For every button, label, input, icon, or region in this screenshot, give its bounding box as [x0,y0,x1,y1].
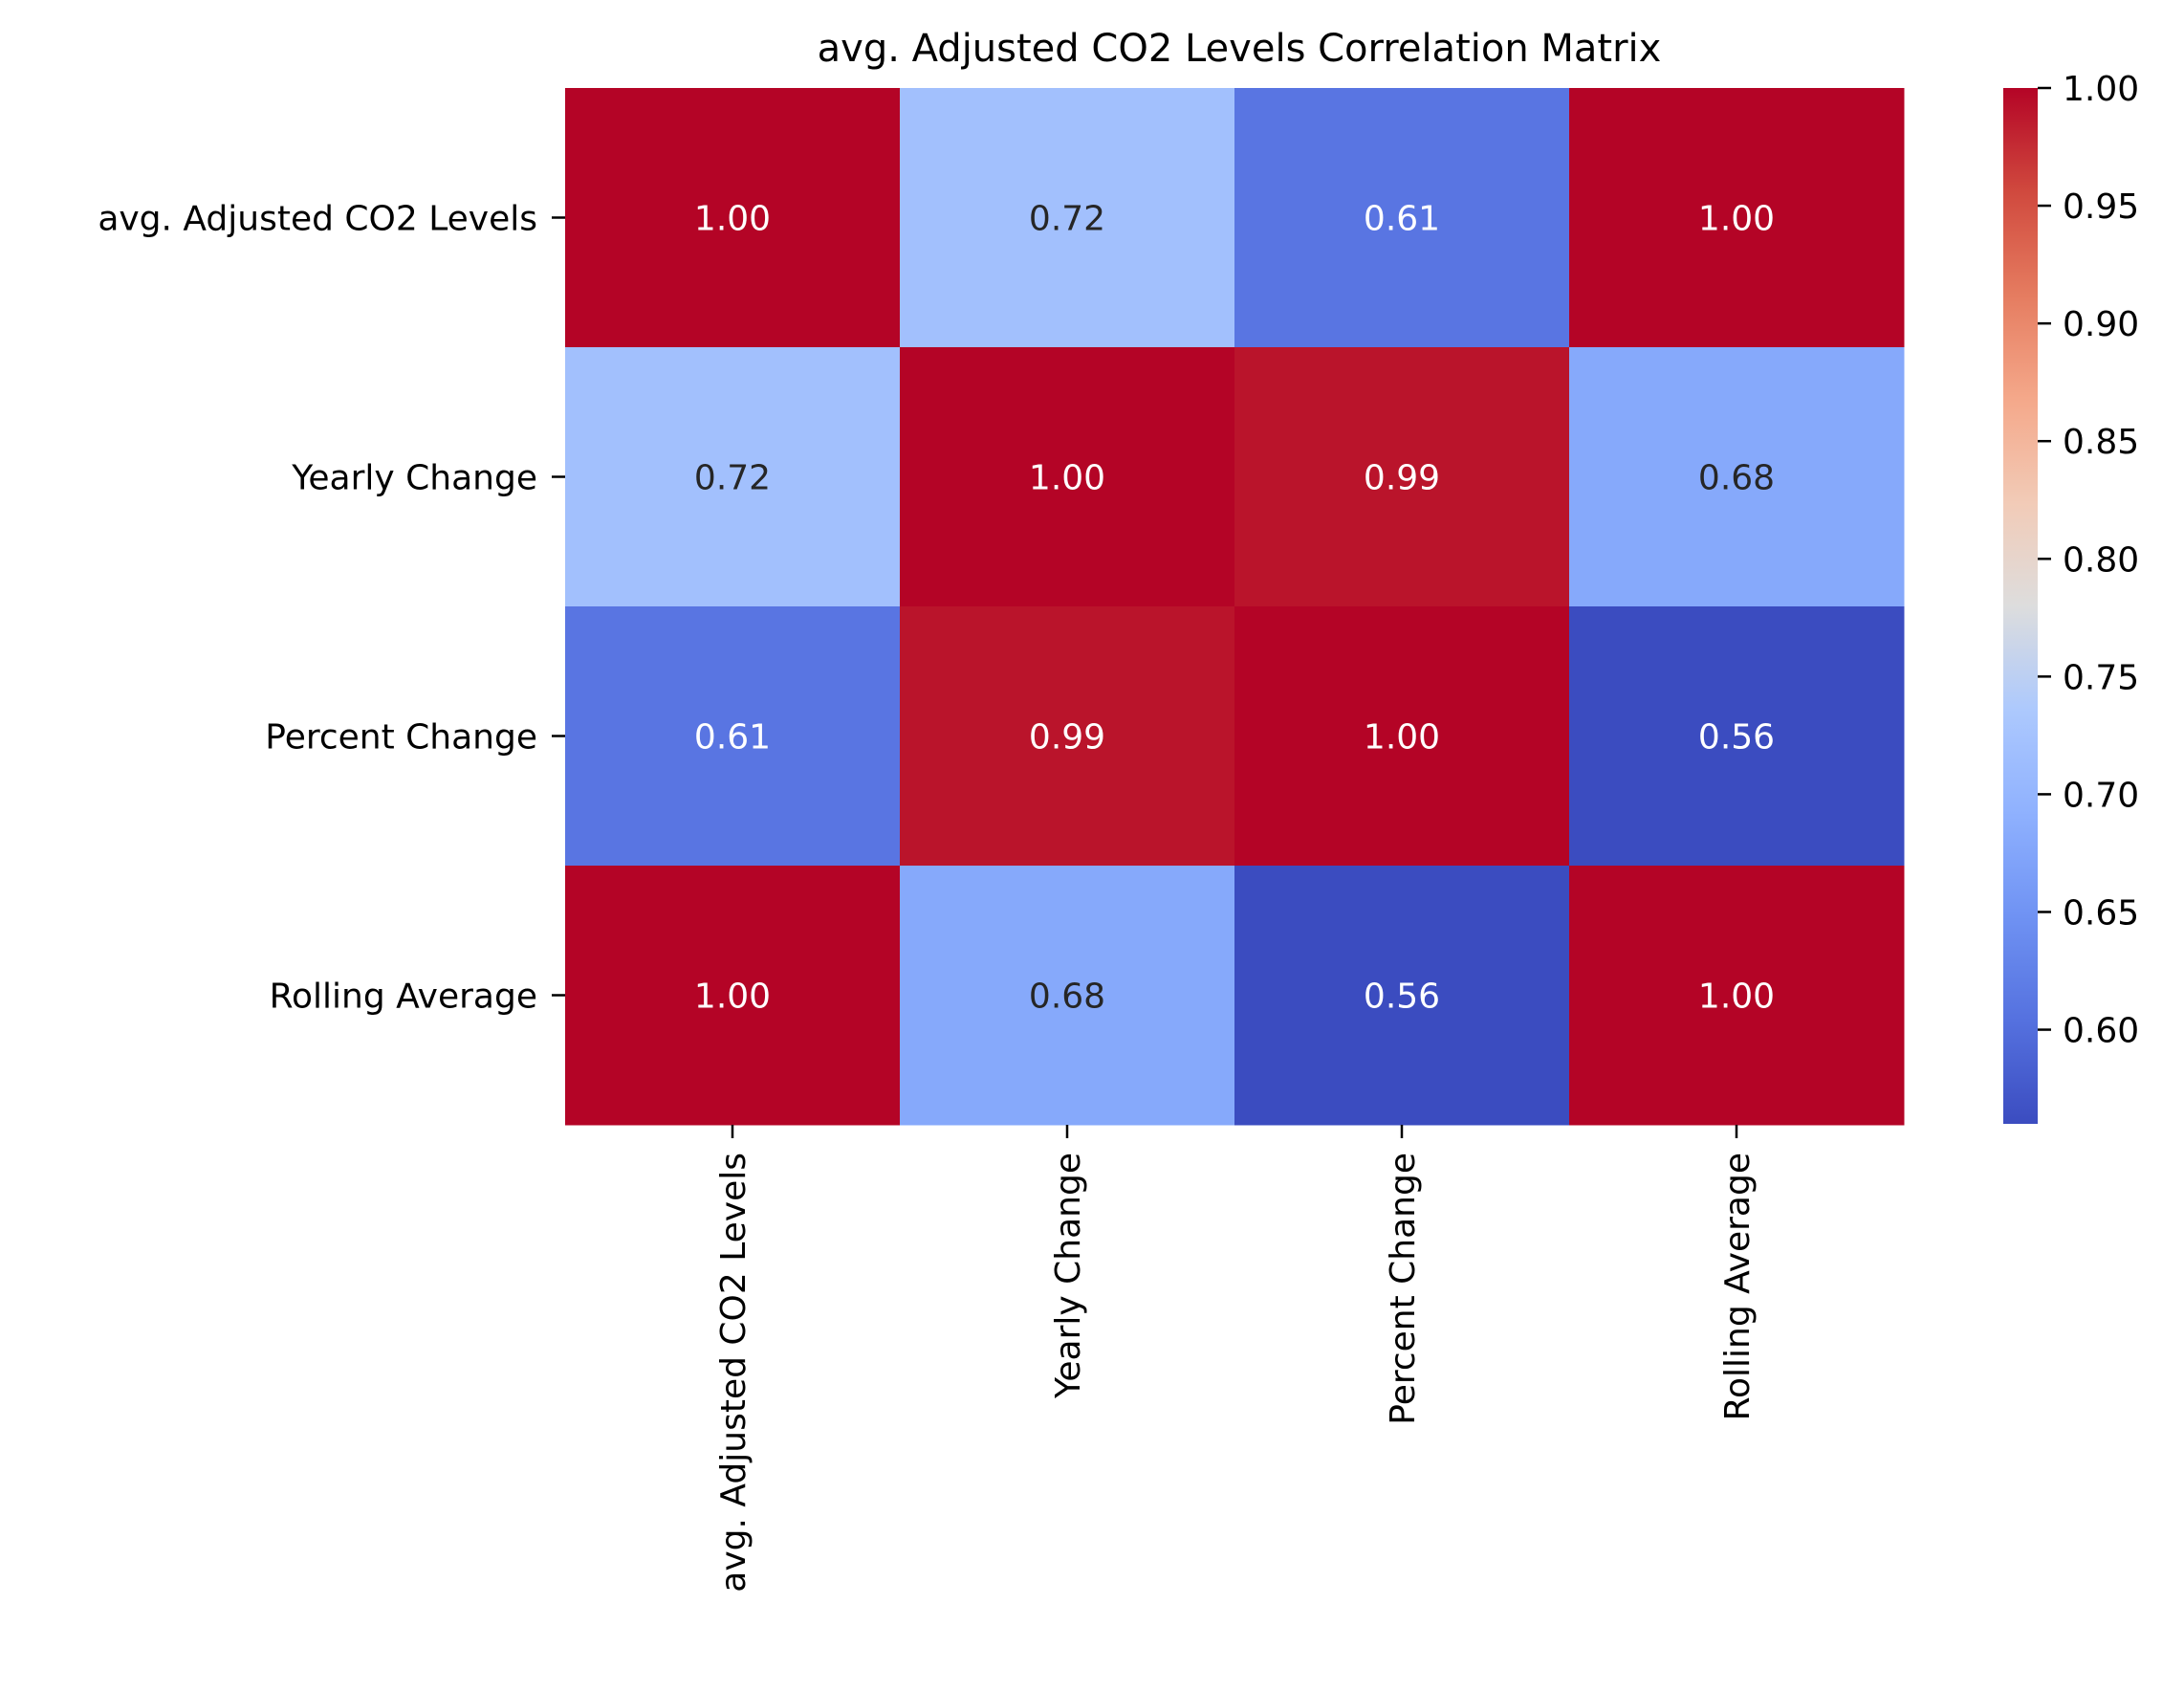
heatmap-cell [1569,88,1905,348]
colorbar: 0.60 0.65 0.70 0.75 0.80 0.85 0.90 0.95 1.00 [2003,70,2139,1124]
colorbar-tick-label: 1.00 [2063,70,2139,109]
cell-value-label: 0.68 [1698,459,1775,498]
cell-value-label: 0.61 [1364,200,1440,239]
heatmap-cell [1569,606,1905,867]
cell-value-label: 0.99 [1364,459,1440,498]
cell-value-label: 0.56 [1364,978,1440,1017]
cell-value-label: 1.00 [1698,200,1775,239]
cell-value-label: 0.99 [1029,718,1105,758]
colorbar-tick-label: 0.60 [2063,1012,2139,1051]
heatmap-cell [565,606,901,867]
y-tick-label: Yearly Change [291,459,537,498]
x-tick-label: Percent Change [1384,1153,1423,1425]
y-tick-label: Percent Change [265,718,537,758]
y-axis: avg. Adjusted CO2 Levels Yearly Change Per… [98,200,565,1017]
heatmap-cell [900,347,1235,607]
heatmap-cell [1234,347,1570,607]
y-tick-label: avg. Adjusted CO2 Levels [98,200,537,239]
heatmap-cell [1234,88,1570,348]
x-axis: avg. Adjusted CO2 Levels Yearly Change Per… [714,1125,1758,1593]
cell-value-label: 1.00 [694,200,771,239]
heatmap-cell [565,88,901,348]
x-tick-label: Yearly Change [1049,1153,1088,1399]
cell-value-label: 0.68 [1029,978,1105,1017]
cell-value-label: 1.00 [1698,978,1775,1017]
heatmap-cell [900,866,1235,1126]
x-tick-label: avg. Adjusted CO2 Levels [714,1153,753,1593]
cell-value-label: 0.72 [694,459,771,498]
cell-value-label: 1.00 [1029,459,1105,498]
heatmap-cell [1234,866,1570,1126]
heatmap-cell [1569,866,1905,1126]
heatmap-cell [565,347,901,607]
colorbar-tick-label: 0.65 [2063,893,2139,933]
y-tick-label: Rolling Average [270,978,537,1017]
heatmap-cells [565,88,1905,1126]
cell-value-label: 1.00 [1364,718,1440,758]
heatmap-cell [900,606,1235,867]
cell-value-label: 0.56 [1698,718,1775,758]
heatmap-cell [1569,347,1905,607]
colorbar-tick-label: 0.90 [2063,305,2139,344]
colorbar-tick-label: 0.95 [2063,187,2139,227]
heatmap-annotations: 1.00 0.72 0.61 1.00 0.72 1.00 0.99 0.68 0.61 0.99… [694,200,1775,1017]
cell-value-label: 1.00 [694,978,771,1017]
x-tick-label: Rolling Average [1718,1153,1758,1420]
colorbar-tick-label: 0.85 [2063,423,2139,462]
cell-value-label: 0.61 [694,718,771,758]
cell-value-label: 0.72 [1029,200,1105,239]
colorbar-gradient [2003,88,2038,1124]
colorbar-tick-label: 0.80 [2063,540,2139,580]
chart-title: avg. Adjusted CO2 Levels Correlation Mat… [818,27,1662,71]
heatmap-cell [1234,606,1570,867]
heatmap-cell [565,866,901,1126]
colorbar-tick-label: 0.75 [2063,658,2139,697]
heatmap-cell [900,88,1235,348]
colorbar-tick-label: 0.70 [2063,776,2139,815]
